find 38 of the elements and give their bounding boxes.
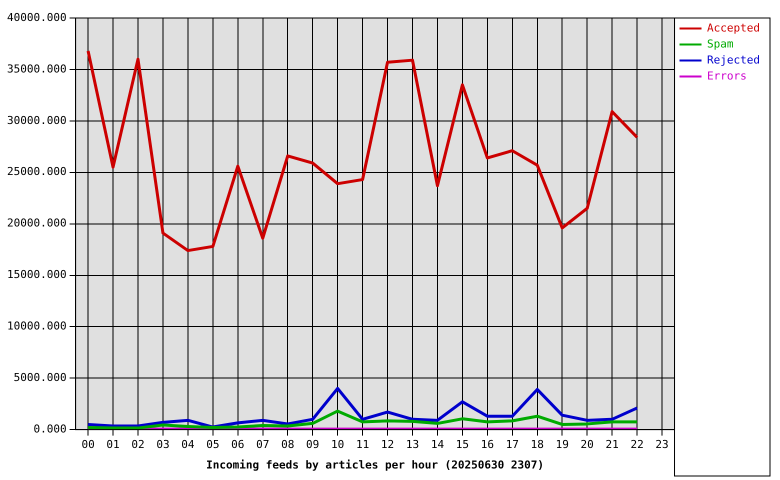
x-axis-title: Incoming feeds by articles per hour (20250630 2307) bbox=[206, 458, 544, 472]
legend-label: Accepted bbox=[707, 21, 760, 34]
legend-label: Spam bbox=[707, 37, 734, 50]
x-tick-label: 06 bbox=[231, 438, 244, 452]
x-tick-label: 19 bbox=[556, 438, 569, 452]
legend-label: Errors bbox=[707, 69, 747, 82]
x-tick-label: 20 bbox=[580, 438, 594, 452]
y-tick-label: 15000.000 bbox=[6, 268, 67, 282]
x-tick-label: 15 bbox=[456, 438, 470, 452]
x-tick-label: 03 bbox=[156, 438, 170, 452]
x-tick-label: 05 bbox=[206, 438, 220, 452]
y-tick-label: 25000.000 bbox=[6, 165, 67, 178]
legend-label: Rejected bbox=[707, 53, 760, 66]
x-tick-label: 01 bbox=[106, 438, 120, 452]
x-tick-label: 22 bbox=[630, 438, 644, 452]
y-tick-label: 0.000 bbox=[33, 422, 67, 436]
x-tick-label: 11 bbox=[356, 438, 370, 452]
x-tick-label: 09 bbox=[306, 438, 320, 452]
x-tick-label: 23 bbox=[655, 438, 669, 452]
x-tick-label: 04 bbox=[181, 438, 195, 452]
x-tick-label: 02 bbox=[131, 438, 145, 452]
y-tick-label: 5000.000 bbox=[14, 371, 67, 384]
y-tick-label: 30000.000 bbox=[6, 114, 67, 127]
x-tick-label: 10 bbox=[331, 438, 344, 452]
y-tick-label: 10000.000 bbox=[6, 320, 67, 333]
x-tick-label: 18 bbox=[530, 438, 544, 452]
y-tick-label: 40000.000 bbox=[6, 10, 67, 24]
x-tick-label: 07 bbox=[256, 438, 270, 452]
x-tick-label: 21 bbox=[606, 438, 619, 452]
y-tick-label: 35000.000 bbox=[6, 62, 67, 76]
x-tick-label: 16 bbox=[480, 438, 494, 452]
x-tick-label: 14 bbox=[430, 438, 444, 452]
y-tick-label: 20000.000 bbox=[6, 216, 67, 230]
x-tick-label: 00 bbox=[81, 438, 95, 452]
x-tick-label: 08 bbox=[281, 438, 294, 452]
x-tick-label: 13 bbox=[406, 438, 420, 452]
x-tick-label: 12 bbox=[380, 438, 394, 452]
x-tick-label: 17 bbox=[506, 438, 519, 452]
